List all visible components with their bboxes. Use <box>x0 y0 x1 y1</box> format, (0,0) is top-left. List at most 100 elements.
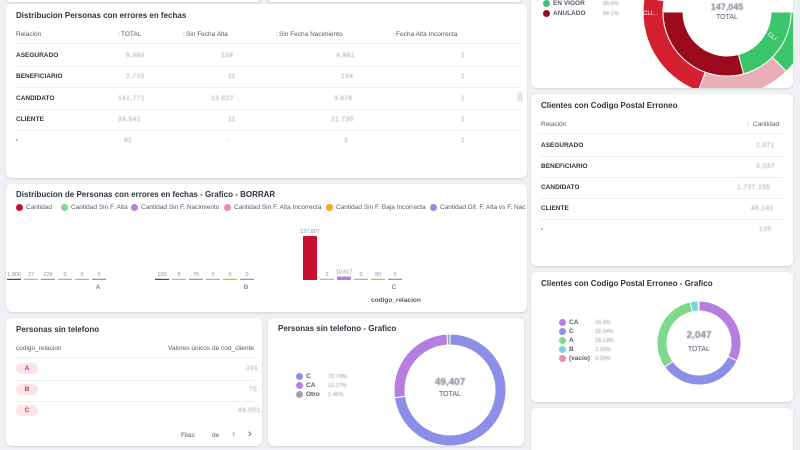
cell-total: 9,393 <box>126 52 145 59</box>
bar <box>189 278 203 280</box>
legend-item[interactable]: CA <box>296 382 315 389</box>
legend-swatch <box>559 355 566 362</box>
cell-cantidad: 135 <box>759 226 772 233</box>
legend-item[interactable]: Cantidad Sin F. Baja Incorrecta <box>326 204 426 211</box>
bar-data-label: 2 <box>325 272 328 278</box>
col-header-cantidad[interactable]: Cantidad <box>753 121 780 128</box>
legend-value: 29.13% <box>595 338 614 344</box>
card-title: Personas sin telefono - Grafico <box>278 324 397 333</box>
legend-swatch <box>559 319 566 326</box>
bar-data-label: 0 <box>228 272 231 278</box>
bar-data-label: 27 <box>28 272 34 278</box>
col-header-relacion[interactable]: Relación <box>16 31 42 38</box>
sort-icon[interactable]: ⁝ <box>118 32 120 38</box>
legend-item[interactable]: Cantidad Sin F. Nacimiento <box>131 204 219 211</box>
bar-data-label: 0 <box>63 272 66 278</box>
legend-item[interactable]: ANULADO <box>543 10 586 17</box>
legend-label: C <box>306 373 311 380</box>
col-header-total[interactable]: TOTAL <box>121 31 142 38</box>
bar-data-label: 80 <box>375 272 381 278</box>
legend-swatch <box>61 204 68 211</box>
bar <box>240 278 254 280</box>
cell-relacion: CLIENTE <box>16 116 44 123</box>
donut-chart <box>393 333 507 446</box>
col-header-relacion[interactable]: Relación <box>541 121 567 128</box>
col-header-fecha-alta-incorrecta[interactable]: Fecha Alta Incorrecta <box>396 31 458 38</box>
cell-sin-fecha-alta: 11 <box>228 73 236 80</box>
col-header-codigo-relacion[interactable]: codigo_relacion <box>16 345 62 352</box>
legend-swatch <box>296 373 303 380</box>
bar <box>206 278 220 280</box>
sort-icon[interactable]: ⁝ <box>747 122 749 128</box>
legend-item[interactable]: C <box>296 373 311 380</box>
chart-errores-fechas: Distribucion de Personas con errores en … <box>6 184 527 312</box>
cell-value: 75 <box>249 386 258 393</box>
segment-label: AN... <box>662 6 678 13</box>
cell-sin-fecha-nac: 3,876 <box>334 95 353 102</box>
cell-total: 2,715 <box>126 73 145 80</box>
bar-data-label: 100 <box>157 272 166 278</box>
legend-label: Cantidad Dif. F. Alta vs F. Nac <box>440 204 526 211</box>
legend-item[interactable]: (vacío) <box>559 355 590 362</box>
sort-icon[interactable]: ⁝ <box>276 32 278 38</box>
legend-value: 13.27% <box>328 383 347 389</box>
donut-segment <box>393 333 449 399</box>
bar-data-label: 137,807 <box>300 229 320 235</box>
col-header-sin-fecha-nacimiento[interactable]: Sin Fecha Nacimiento <box>279 31 343 38</box>
table-sin-telefono: Personas sin telefono codigo_relacion Va… <box>6 318 262 446</box>
cell-value: 49,001 <box>238 407 261 414</box>
x-tick-label: A <box>96 284 101 291</box>
sort-icon[interactable]: ⁝ <box>183 32 185 38</box>
scrollbar[interactable] <box>517 92 523 102</box>
legend-label: CA <box>306 382 316 389</box>
chevron-left-icon[interactable]: ‹ <box>232 428 236 440</box>
legend-swatch <box>430 204 437 211</box>
bar-data-label: 1,900 <box>7 272 21 278</box>
card-title: Clientes con Codigo Postal Erroneo <box>541 101 678 110</box>
pager-of: de <box>212 432 220 439</box>
bar <box>388 278 402 280</box>
legend-item[interactable]: C <box>559 328 574 335</box>
legend-label: Cantidad Sin F. Baja Incorrecta <box>336 204 426 211</box>
cell-relacion: CANDIDATO <box>541 184 580 191</box>
cell-cantidad: 3,037 <box>756 163 775 170</box>
donut-chart <box>656 300 742 386</box>
cell-relacion: - <box>16 137 19 144</box>
pager-label: Filas <box>181 432 195 439</box>
legend-item[interactable]: EN VIGOR <box>543 0 585 7</box>
cell-sin-fecha-alta: 158 <box>221 52 234 59</box>
col-header-valores-unicos[interactable]: Valores únicos de cod_cliente <box>168 345 254 352</box>
legend-item[interactable]: Cantidad Sin F. Alta Incorrecta <box>224 204 321 211</box>
legend-swatch <box>16 204 23 211</box>
legend-value: 0.29% <box>595 356 611 362</box>
legend-swatch <box>296 382 303 389</box>
legend-item[interactable]: CA <box>559 319 578 326</box>
legend-item[interactable]: A <box>559 337 574 344</box>
legend-label: C <box>569 328 574 335</box>
cell-value: 331 <box>246 365 259 372</box>
legend-label: EN VIGOR <box>553 0 585 7</box>
legend-label: CA <box>569 319 579 326</box>
donut-center-value: 2,047 <box>686 330 712 341</box>
donut-hole <box>683 0 771 56</box>
bar <box>7 278 21 280</box>
donut-segment <box>446 333 451 346</box>
chart-codigo-postal: Clientes con Codigo Postal Erroneo - Gra… <box>531 272 793 402</box>
legend-item[interactable]: Otro <box>296 391 320 398</box>
code-badge: A <box>16 363 38 374</box>
bar <box>24 278 38 280</box>
bar-data-label: 8 <box>177 272 180 278</box>
legend-item[interactable]: Cantidad Dif. F. Alta vs F. Nac <box>430 204 526 211</box>
bar <box>303 236 317 280</box>
bar <box>155 278 169 280</box>
cell-total: 39,541 <box>118 116 141 123</box>
cell-cantidad: 1,737,155 <box>737 184 771 191</box>
col-header-sin-fecha-alta[interactable]: Sin Fecha Alta <box>186 31 228 38</box>
bar-data-label: 0 <box>97 272 100 278</box>
legend-item[interactable]: Cantidad Sin F. Alta <box>61 204 128 211</box>
bar-data-label: 226 <box>43 272 52 278</box>
sort-icon[interactable]: ⁝ <box>393 32 395 38</box>
chevron-right-icon[interactable]: › <box>248 428 252 440</box>
legend-item[interactable]: Cantidad <box>16 204 52 211</box>
legend-item[interactable]: B <box>559 346 574 353</box>
